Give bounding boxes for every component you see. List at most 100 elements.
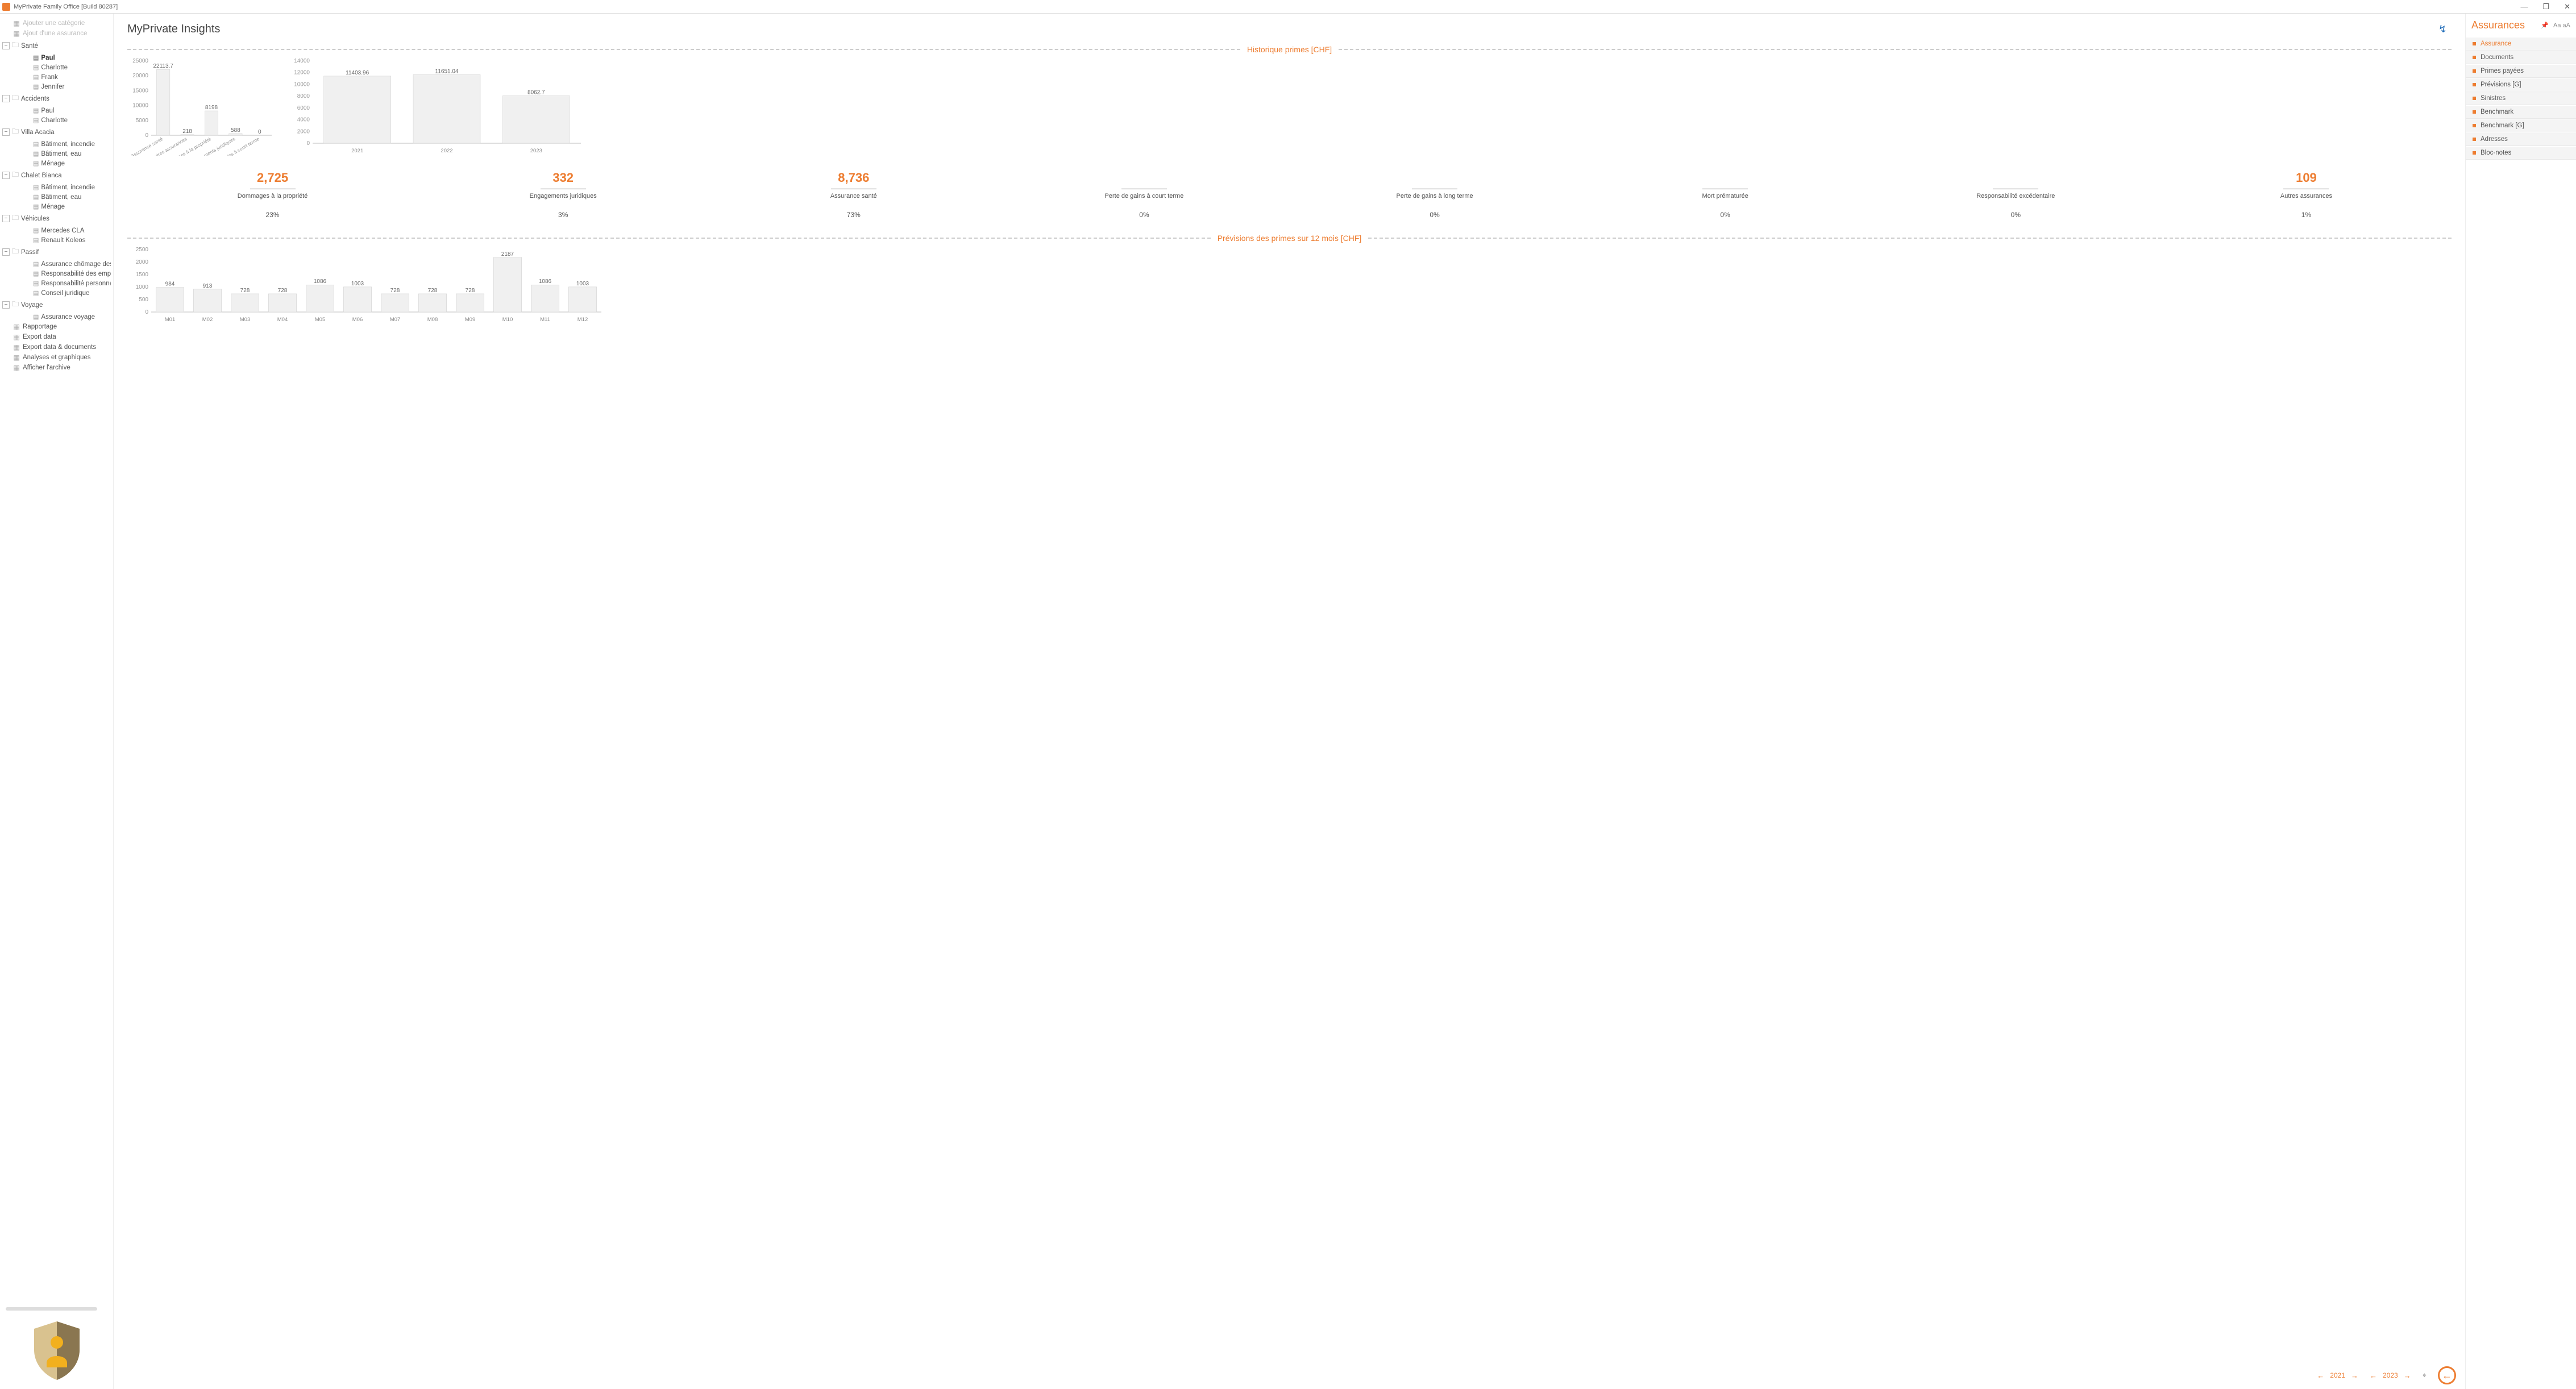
svg-text:1086: 1086 bbox=[314, 278, 327, 285]
tree-item[interactable]: ▤ Mercedes CLA bbox=[2, 226, 111, 235]
back-button[interactable]: ← bbox=[2438, 1366, 2456, 1384]
chart-by-year: 0200040006000800010000120001400011403.96… bbox=[289, 56, 584, 156]
bullet-icon bbox=[2473, 138, 2476, 141]
horizontal-scrollbar[interactable] bbox=[6, 1307, 97, 1311]
svg-text:728: 728 bbox=[466, 288, 475, 294]
maximize-button[interactable]: ❐ bbox=[2539, 2, 2553, 11]
tree-item[interactable]: ▤ Responsabilité des employeurs bbox=[2, 269, 111, 278]
svg-text:2021: 2021 bbox=[351, 148, 363, 154]
tree-item[interactable]: ▤ Renault Koleos bbox=[2, 235, 111, 245]
kpi-label: Responsabilité excédentaire bbox=[1873, 193, 2159, 209]
year-nav-right[interactable]: ← 2023 → bbox=[2370, 1371, 2411, 1380]
tree-item[interactable]: ▤ Bâtiment, incendie bbox=[2, 182, 111, 192]
svg-text:14000: 14000 bbox=[294, 58, 310, 64]
tool-export[interactable]: ▦ Export data bbox=[2, 332, 111, 342]
tree-item[interactable]: ▤ Assurance chômage des salariés bbox=[2, 259, 111, 269]
tree-branch-accidents[interactable]: − 🗀 Accidents bbox=[2, 92, 111, 106]
section-title-forecast: Prévisions des primes sur 12 mois [CHF] bbox=[1218, 234, 1362, 243]
divider bbox=[127, 238, 1211, 239]
kpi-percent: 1% bbox=[2163, 211, 2449, 219]
right-panel-item[interactable]: Benchmark [G] bbox=[2466, 119, 2576, 132]
tree-item[interactable]: ▤ Conseil juridique bbox=[2, 288, 111, 298]
svg-text:15000: 15000 bbox=[132, 88, 148, 94]
svg-text:2000: 2000 bbox=[136, 259, 149, 265]
svg-text:M09: M09 bbox=[465, 317, 475, 323]
right-panel-item[interactable]: Primes payées bbox=[2466, 64, 2576, 78]
tree-item[interactable]: ▤ Charlotte bbox=[2, 115, 111, 125]
kpi-card: 332Engagements juridiques3% bbox=[418, 170, 708, 219]
add-category-action[interactable]: ▦Ajouter une catégorie bbox=[2, 18, 111, 28]
right-panel-item-label: Benchmark [G] bbox=[2481, 122, 2524, 129]
tree-item[interactable]: ▤ Charlotte bbox=[2, 63, 111, 72]
tree-branch-villa-acacia[interactable]: − 🗀 Villa Acacia bbox=[2, 125, 111, 139]
tree-branch-véhicules[interactable]: − 🗀 Véhicules bbox=[2, 211, 111, 226]
add-insurance-action[interactable]: ▦Ajout d'une assurance bbox=[2, 28, 111, 39]
right-panel-item-label: Prévisions [G] bbox=[2481, 81, 2521, 88]
next-year-icon[interactable]: → bbox=[2404, 1371, 2411, 1380]
right-panel-item[interactable]: Assurance bbox=[2466, 37, 2576, 51]
right-panel-item[interactable]: Sinistres bbox=[2466, 92, 2576, 105]
right-panel-item[interactable]: Adresses bbox=[2466, 132, 2576, 146]
tree-item[interactable]: ▤ Paul bbox=[2, 53, 111, 63]
divider bbox=[1339, 49, 2452, 50]
prev-year-icon[interactable]: ← bbox=[2370, 1371, 2377, 1380]
bullet-icon bbox=[2473, 42, 2476, 45]
tree-item[interactable]: ▤ Assurance voyage bbox=[2, 312, 111, 322]
svg-text:M04: M04 bbox=[277, 317, 288, 323]
tree-item[interactable]: ▤ Ménage bbox=[2, 202, 111, 211]
next-year-icon[interactable]: → bbox=[2351, 1371, 2358, 1380]
svg-text:M05: M05 bbox=[315, 317, 325, 323]
tool-export2[interactable]: ▦ Export data & documents bbox=[2, 342, 111, 352]
svg-text:8198: 8198 bbox=[205, 105, 218, 111]
tree-branch-chalet-bianca[interactable]: − 🗀 Chalet Bianca bbox=[2, 168, 111, 182]
tree-item[interactable]: ▤ Ménage bbox=[2, 159, 111, 168]
svg-text:20000: 20000 bbox=[132, 73, 148, 79]
svg-text:2187: 2187 bbox=[501, 251, 514, 257]
tool-report[interactable]: ▦ Rapportage bbox=[2, 322, 111, 332]
year-nav-left[interactable]: ← 2021 → bbox=[2317, 1371, 2358, 1380]
svg-text:2000: 2000 bbox=[297, 128, 310, 135]
svg-text:0: 0 bbox=[145, 132, 148, 139]
tree-item[interactable]: ▤ Bâtiment, eau bbox=[2, 192, 111, 202]
tree-item[interactable]: ▤ Paul bbox=[2, 106, 111, 115]
prev-year-icon[interactable]: ← bbox=[2317, 1371, 2324, 1380]
minimize-button[interactable]: — bbox=[2517, 2, 2531, 11]
right-panel-item[interactable]: Bloc-notes bbox=[2466, 146, 2576, 160]
filter-icon[interactable]: ⌖ bbox=[2423, 1371, 2427, 1380]
right-panel-item[interactable]: Documents bbox=[2466, 51, 2576, 64]
svg-text:984: 984 bbox=[165, 281, 175, 288]
tree-item[interactable]: ▤ Responsabilité personnelle bbox=[2, 278, 111, 288]
title-bar: MyPrivate Family Office [Build 80287] — … bbox=[0, 0, 2576, 14]
svg-text:500: 500 bbox=[139, 297, 148, 303]
svg-text:728: 728 bbox=[428, 288, 438, 294]
svg-text:1003: 1003 bbox=[576, 281, 589, 287]
svg-text:11403.96: 11403.96 bbox=[346, 70, 369, 76]
pin-icon[interactable]: 📌 bbox=[2541, 22, 2549, 29]
tree-item[interactable]: ▤ Bâtiment, incendie bbox=[2, 139, 111, 149]
tree-item[interactable]: ▤ Jennifer bbox=[2, 82, 111, 92]
kpi-value: 109 bbox=[2163, 170, 2449, 185]
svg-text:728: 728 bbox=[390, 288, 400, 294]
svg-text:22113.7: 22113.7 bbox=[153, 63, 173, 69]
tree-branch-voyage[interactable]: − 🗀 Voyage bbox=[2, 298, 111, 312]
svg-text:2022: 2022 bbox=[441, 148, 452, 154]
kpi-label: Mort prématurée bbox=[1582, 193, 1868, 209]
tree-branch-passif[interactable]: − 🗀 Passif bbox=[2, 245, 111, 259]
right-panel: Assurances 📌 Aa aA AssuranceDocumentsPri… bbox=[2465, 14, 2576, 1389]
tree-item[interactable]: ▤ Frank bbox=[2, 72, 111, 82]
right-panel-item-label: Primes payées bbox=[2481, 68, 2524, 74]
refresh-icon[interactable]: ↯ bbox=[2438, 23, 2447, 35]
tool-chart[interactable]: ▦ Analyses et graphiques bbox=[2, 352, 111, 363]
svg-text:8000: 8000 bbox=[297, 93, 310, 99]
right-panel-item[interactable]: Benchmark bbox=[2466, 105, 2576, 119]
right-panel-item[interactable]: Prévisions [G] bbox=[2466, 78, 2576, 92]
tool-archive[interactable]: ▦ Afficher l'archive bbox=[2, 363, 111, 373]
tree-item[interactable]: ▤ Bâtiment, eau bbox=[2, 149, 111, 159]
tree-branch-santé[interactable]: − 🗀 Santé bbox=[2, 39, 111, 53]
font-size-toggle[interactable]: Aa aA bbox=[2553, 22, 2570, 29]
close-button[interactable]: ✕ bbox=[2561, 2, 2574, 11]
svg-text:728: 728 bbox=[278, 288, 288, 294]
kpi-value: 8,736 bbox=[711, 170, 996, 185]
svg-text:25000: 25000 bbox=[132, 58, 148, 64]
divider bbox=[127, 49, 1240, 50]
